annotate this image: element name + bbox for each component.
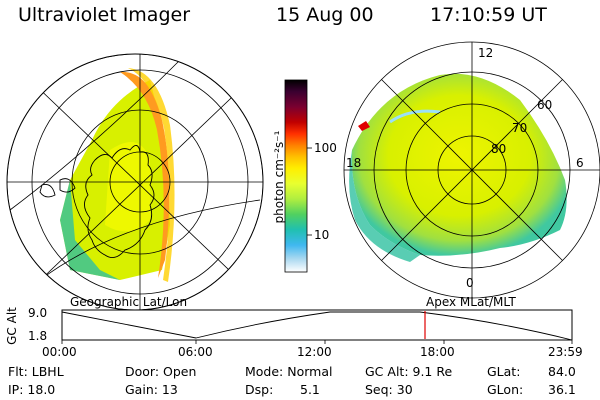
info-door: Door: Open xyxy=(125,364,197,379)
info-ip: IP: 18.0 xyxy=(8,382,56,397)
mlt-label-bottom: 0 xyxy=(466,276,474,290)
polar-aurora-fill xyxy=(351,73,567,256)
alt-ytick-top: 9.0 xyxy=(28,306,48,320)
geo-graticule xyxy=(7,54,263,310)
colorbar-unit-label: photon cm⁻²s⁻¹ xyxy=(272,130,286,224)
mlat-label-60: 60 xyxy=(537,98,553,112)
info-dsp-value: 5.1 xyxy=(300,382,320,397)
colorbar xyxy=(284,79,308,273)
time-label: 17:10:59 UT xyxy=(430,4,547,26)
info-dsp-label: Dsp: xyxy=(245,382,274,397)
info-glat-label: GLat: xyxy=(487,364,521,379)
polar-panel-label: Apex MLat/MLT xyxy=(426,295,516,309)
alt-xtick-1: 06:00 xyxy=(178,345,213,359)
alt-xtick-3: 18:00 xyxy=(420,345,455,359)
geo-coastline xyxy=(84,145,155,259)
colorbar-tick-10: 10 xyxy=(314,228,330,242)
geo-map xyxy=(7,54,263,310)
alt-curve xyxy=(61,311,573,341)
geo-aurora-arc xyxy=(120,71,170,278)
info-gain: Gain: 13 xyxy=(125,382,178,397)
info-glon-label: GLon: xyxy=(487,382,524,397)
alt-x-ticks xyxy=(61,340,573,344)
info-glon-value: 36.1 xyxy=(548,382,576,397)
alt-xtick-2: 12:00 xyxy=(297,345,332,359)
alt-ytick-bottom: 1.8 xyxy=(28,329,48,343)
instrument-title: Ultraviolet Imager xyxy=(18,4,191,26)
polar-arc xyxy=(389,109,441,124)
mlt-label-right: 6 xyxy=(576,156,584,170)
alt-plot-frame xyxy=(61,309,573,341)
polar-map xyxy=(349,73,567,262)
alt-xtick-4: 23:59 xyxy=(548,345,583,359)
geo-aurora-inner xyxy=(105,142,150,232)
info-glat-value: 84.0 xyxy=(548,364,576,379)
geo-aurora-edge xyxy=(60,180,120,280)
colorbar-ticks xyxy=(307,147,312,236)
polar-grid xyxy=(343,41,600,299)
alt-xtick-0: 00:00 xyxy=(42,345,77,359)
geo-coastline-2 xyxy=(39,178,76,198)
polar-aurora-edge xyxy=(349,150,420,262)
info-seq: Seq: 30 xyxy=(365,382,413,397)
geo-panel-label: Geographic Lat/Lon xyxy=(70,295,188,309)
info-filter: Flt: LBHL xyxy=(8,364,64,379)
mlat-label-70: 70 xyxy=(512,121,528,135)
polar-hotspot xyxy=(358,121,370,131)
geo-aurora-arc-outer xyxy=(128,68,175,282)
alt-ylabel: GC Alt xyxy=(5,307,19,345)
info-mode: Mode: Normal xyxy=(245,364,333,379)
info-gc-alt: GC Alt: 9.1 Re xyxy=(365,364,453,379)
colorbar-tick-100: 100 xyxy=(314,141,337,155)
mlat-label-80: 80 xyxy=(491,142,507,156)
mlt-label-top: 12 xyxy=(478,46,494,60)
mlt-label-left: 18 xyxy=(346,156,362,170)
date-label: 15 Aug 00 xyxy=(276,4,374,26)
